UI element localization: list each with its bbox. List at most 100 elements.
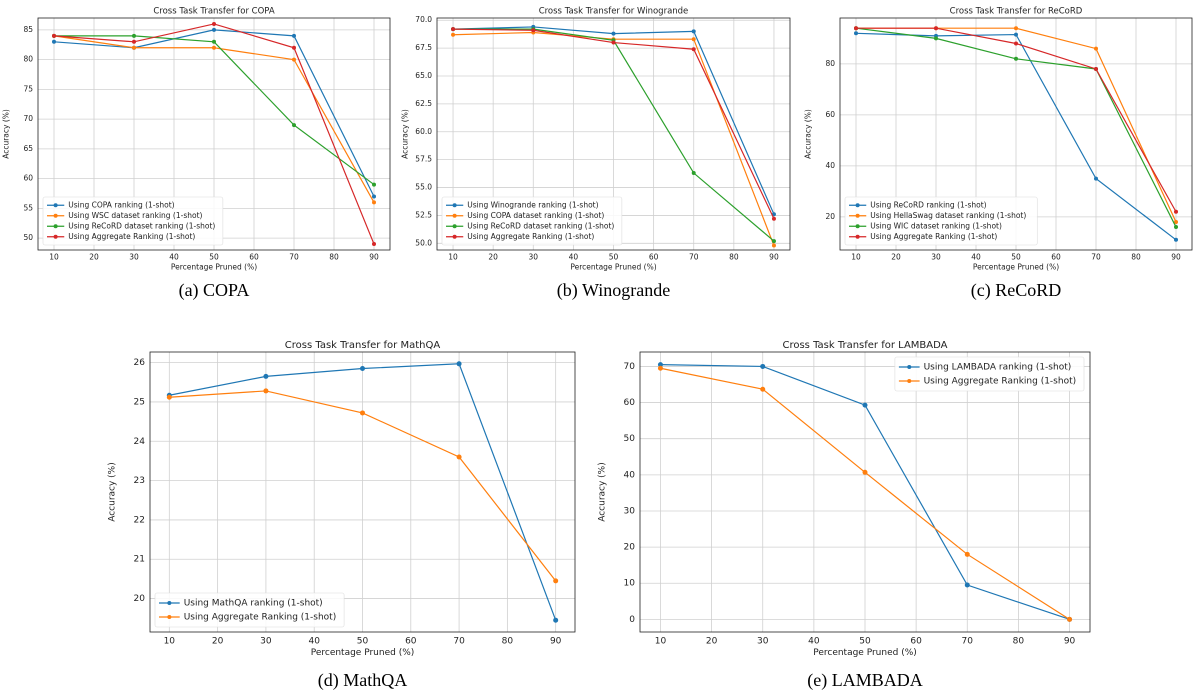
data-point [372,200,376,205]
y-tick-label: 50 [624,434,636,444]
data-point [934,26,938,31]
chart-title: Cross Task Transfer for MathQA [285,340,441,351]
data-point [862,469,868,475]
x-tick-label: 30 [129,253,139,262]
y-tick-label: 40 [624,470,636,480]
subplot: 10 20 30 40 50 60 70 80 90 20 40 60 80 Cross Task Tra… [804,7,1193,301]
x-tick-label: 60 [1051,253,1061,262]
legend-marker [855,213,860,218]
legend-box [441,196,623,246]
y-tick-label: 20 [134,594,146,604]
y-tick-label: 70 [624,362,636,372]
y-tick-label: 30 [624,506,636,516]
x-tick-label: 40 [569,253,579,262]
x-tick-label: 70 [453,637,465,647]
data-point [1174,219,1178,224]
y-tick-label: 55.0 [415,183,432,192]
legend-label: Using WSC dataset ranking (1-shot) [68,211,202,220]
legend-label: Using ReCoRD dataset ranking (1-shot) [68,221,215,230]
data-point [1174,225,1178,230]
y-tick-label: 40 [825,161,835,170]
legend: Using Winogrande ranking (1-shot) Using C… [441,196,623,246]
legend-box [42,196,224,246]
data-point [1067,616,1073,622]
y-tick-label: 52.5 [415,210,432,219]
data-point [691,47,696,52]
x-tick-label: 30 [528,253,538,262]
y-tick-label: 24 [134,437,146,447]
legend-label: Using Winogrande ranking (1-shot) [467,200,598,209]
legend-label: Using COPA dataset ranking (1-shot) [467,211,604,220]
data-point [854,31,858,36]
x-tick-label: 50 [209,253,219,262]
subplot: 10 20 30 40 50 60 70 80 90 50 55 60 65 70 75 80 85 Cross … [2,7,391,301]
x-tick-label: 90 [1064,637,1076,647]
y-axis-label: Accuracy (%) [401,109,410,159]
data-point [760,363,766,369]
data-point [691,171,696,176]
y-tick-label: 55 [23,203,33,212]
x-tick-label: 60 [249,253,259,262]
data-point [263,373,269,379]
data-point [771,243,776,248]
data-point [52,33,56,38]
x-tick-label: 70 [289,253,299,262]
x-tick-label: 80 [329,253,339,262]
x-tick-label: 90 [1171,253,1181,262]
y-tick-label: 21 [134,555,145,565]
legend: Using MathQA ranking (1-shot) Using Aggre… [154,592,345,628]
data-point [553,578,559,584]
caption: (e) LAMBADA [807,670,922,691]
x-tick-label: 40 [308,637,320,647]
legend-label: Using WIC dataset ranking (1-shot) [870,221,1002,230]
y-axis-label: Accuracy (%) [598,462,608,522]
x-tick-label: 80 [1131,253,1141,262]
x-tick-label: 70 [1091,253,1101,262]
y-tick-label: 85 [23,25,33,34]
legend-marker [452,213,457,218]
legend-marker [167,601,172,605]
x-tick-label: 40 [971,253,981,262]
y-axis-label: Accuracy (%) [804,109,813,159]
legend-marker [53,213,58,218]
y-tick-label: 26 [134,358,146,368]
x-tick-label: 50 [1011,253,1021,262]
data-point [657,362,663,368]
legend: Using ReCoRD ranking (1-shot) Using Hella… [844,196,1038,246]
data-point [360,366,365,372]
x-tick-label: 70 [962,637,974,647]
legend-label: Using Aggregate Ranking (1-shot) [924,377,1077,387]
data-point [611,31,616,36]
y-axis-label: Accuracy (%) [2,109,11,159]
legend-marker [167,615,172,619]
x-tick-label: 40 [808,637,820,647]
data-point [531,28,536,33]
x-axis-label: Percentage Pruned (%) [813,648,917,658]
legend-label: Using ReCoRD dataset ranking (1-shot) [467,221,614,230]
data-point [691,37,696,42]
data-point [132,39,136,44]
y-tick-label: 65.0 [415,71,432,80]
legend-marker [907,365,912,369]
legend-label: Using Aggregate Ranking (1-shot) [68,232,195,241]
subplot: 10 20 30 40 50 60 70 80 90 20 21 22 23 24 25 26 Cross Ta… [108,340,576,691]
x-tick-label: 50 [609,253,619,262]
x-tick-label: 10 [851,253,861,262]
data-point [456,361,462,367]
data-point [771,239,776,244]
data-point [854,26,858,31]
legend-label: Using LAMBADA ranking (1-shot) [924,363,1072,373]
plot-frame [839,17,1193,251]
data-point [1174,237,1178,242]
x-tick-label: 40 [169,253,179,262]
y-tick-label: 20 [624,543,636,553]
x-tick-label: 20 [89,253,99,262]
x-tick-label: 20 [488,253,498,262]
data-point [212,27,216,32]
chart-title: Cross Task Transfer for LAMBADA [782,340,947,351]
x-tick-label: 50 [859,637,871,647]
legend-marker [53,203,58,208]
x-tick-label: 90 [769,253,779,262]
data-point [212,39,216,44]
legend-label: Using ReCoRD ranking (1-shot) [870,200,986,209]
